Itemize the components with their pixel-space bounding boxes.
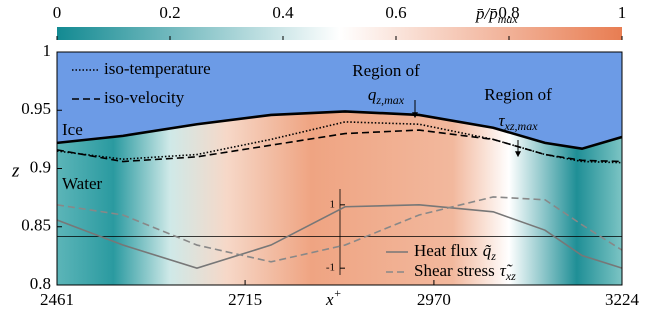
x-tick-label: 2461 — [40, 290, 74, 309]
colorbar-tick-label: 1 — [618, 3, 627, 22]
annotation: τxz,max — [498, 111, 538, 133]
annotation: qz,max — [368, 85, 405, 107]
colorbar-label-sub: max — [498, 12, 519, 26]
annotation-main: τ — [498, 111, 505, 130]
colorbar-tick-label: 0.2 — [159, 3, 180, 22]
colorbar-label: p̄/p̄max — [475, 4, 518, 26]
annotation-sub: xz,max — [504, 119, 539, 133]
x-tick-label: 2970 — [417, 290, 451, 309]
y-axis-label: z — [11, 160, 20, 181]
x-label-main: x — [325, 290, 334, 309]
region-label: Water — [62, 174, 102, 193]
annotation-main: q — [368, 85, 377, 104]
legend-label: Heat flux q̃z — [414, 241, 496, 263]
legend-text: Shear stress — [414, 261, 495, 280]
y-tick-label: 1 — [43, 41, 52, 60]
inset-line — [56, 204, 623, 270]
legend-label: iso-velocity — [104, 88, 185, 107]
legend-label: Shear stress τ̃xz — [414, 261, 516, 283]
inset-tick-label: 1 — [330, 198, 336, 210]
colorbar-label-main: p̄/p̄ — [475, 4, 498, 23]
x-tick-label: 3224 — [605, 290, 640, 309]
colorbar — [57, 27, 622, 40]
colorbar-tick-label: 0 — [53, 3, 62, 22]
region-label: Ice — [62, 120, 83, 139]
colorbar-tick-label: 0.8 — [498, 3, 519, 22]
y-tick-label: 0.95 — [21, 99, 51, 118]
annotation-sub: z,max — [375, 93, 404, 107]
y-tick-label: 0.85 — [21, 216, 51, 235]
legend-math-sub: z — [490, 249, 496, 263]
annotation: Region of — [352, 61, 420, 80]
legend-math-sub: xz — [505, 269, 516, 283]
legend-text: Heat flux — [414, 241, 478, 260]
x-tick-label: 2715 — [228, 290, 262, 309]
inset-tick-label: -1 — [326, 262, 335, 274]
y-tick-label: 0.9 — [30, 157, 51, 176]
legend-label: iso-temperature — [104, 59, 211, 78]
plot-frame — [56, 51, 623, 286]
x-label-sup: + — [334, 286, 342, 300]
iso-line — [56, 129, 623, 163]
inset-line — [56, 196, 623, 263]
colorbar-tick-label: 0.4 — [272, 3, 294, 22]
annotation: Region of — [484, 85, 552, 104]
colorbar-tick-label: 0.6 — [385, 3, 406, 22]
legend-math: q̃ — [483, 241, 492, 260]
y-tick-label: 0.8 — [30, 274, 51, 293]
interface-line — [56, 110, 623, 151]
x-axis-label: x+ — [325, 286, 342, 309]
